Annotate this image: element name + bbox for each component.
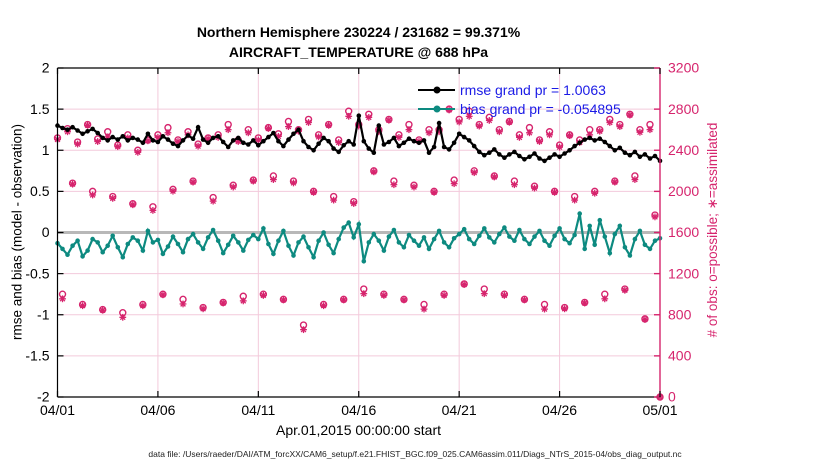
svg-text:0: 0 bbox=[42, 224, 50, 240]
svg-text:3200: 3200 bbox=[668, 60, 699, 76]
svg-text:2800: 2800 bbox=[668, 101, 699, 117]
svg-text:04/11: 04/11 bbox=[241, 402, 275, 418]
svg-text:04/16: 04/16 bbox=[341, 402, 376, 418]
y-axis-label-left: rmse and bias (model - observation) bbox=[9, 123, 25, 341]
x-axis-label: Apr.01,2015 00:00:00 start bbox=[275, 422, 441, 438]
svg-text:-0.5: -0.5 bbox=[25, 265, 49, 281]
svg-text:04/06: 04/06 bbox=[140, 402, 175, 418]
svg-text:1: 1 bbox=[42, 142, 50, 158]
svg-text:-1.5: -1.5 bbox=[25, 348, 49, 364]
chart-title-line2: AIRCRAFT_TEMPERATURE @ 688 hPa bbox=[228, 44, 489, 60]
svg-text:04/01: 04/01 bbox=[40, 402, 75, 418]
svg-text:0: 0 bbox=[668, 389, 676, 405]
svg-text:2400: 2400 bbox=[668, 142, 699, 158]
svg-text:-2: -2 bbox=[37, 389, 50, 405]
svg-text:400: 400 bbox=[668, 348, 692, 364]
rmse-line-swatch bbox=[418, 86, 455, 94]
svg-text:05/01: 05/01 bbox=[642, 402, 677, 418]
svg-text:1.5: 1.5 bbox=[30, 101, 50, 117]
svg-text:04/21: 04/21 bbox=[442, 402, 477, 418]
y-axis-label-right: # of obs: o=possible; ∗=assimilated bbox=[705, 122, 720, 338]
svg-text:1600: 1600 bbox=[668, 224, 699, 240]
data-file-caption: data file: /Users/raeder/DAI/ATM_forcXX/… bbox=[148, 449, 682, 459]
svg-text:1200: 1200 bbox=[668, 265, 699, 281]
svg-text:800: 800 bbox=[668, 306, 692, 322]
chart-title-line1: Northern Hemisphere 230224 / 231682 = 99… bbox=[196, 24, 521, 40]
legend-label-bias: bias grand pr = -0.054895 bbox=[460, 100, 621, 117]
legend: rmse grand pr = 1.0063 bias grand pr = -… bbox=[418, 80, 621, 118]
svg-text:-1: -1 bbox=[37, 306, 50, 322]
legend-label-rmse: rmse grand pr = 1.0063 bbox=[460, 81, 606, 98]
svg-text:2000: 2000 bbox=[668, 183, 699, 199]
legend-item-rmse: rmse grand pr = 1.0063 bbox=[418, 80, 621, 99]
svg-text:2: 2 bbox=[42, 60, 50, 76]
svg-text:0.5: 0.5 bbox=[30, 183, 50, 199]
bias-line-swatch bbox=[418, 105, 455, 113]
legend-item-bias: bias grand pr = -0.054895 bbox=[418, 99, 621, 118]
svg-text:04/26: 04/26 bbox=[542, 402, 577, 418]
